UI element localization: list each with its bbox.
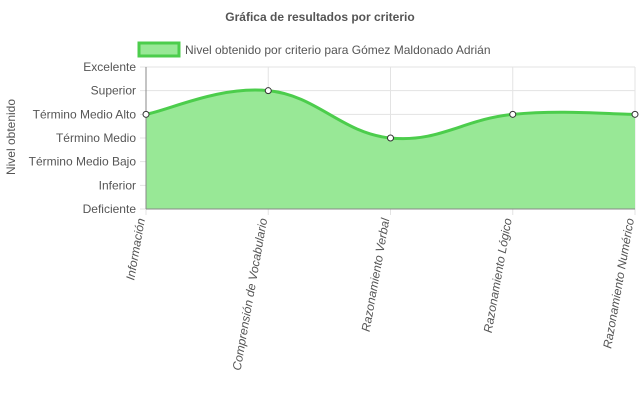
data-point[interactable] xyxy=(631,110,639,118)
y-tick-label: Excelente xyxy=(83,60,136,74)
y-tick-label: Superior xyxy=(91,84,136,98)
x-tick-labels: Información Comprensión de Vocabulario Raz… xyxy=(123,217,637,372)
y-tick-label: Inferior xyxy=(99,178,136,192)
x-tick-label: Información xyxy=(123,217,148,281)
y-tick-labels: Deficiente Inferior Término Medio Bajo Térm… xyxy=(29,60,137,216)
data-point[interactable] xyxy=(387,134,394,142)
y-tick-label: Término Medio Alto xyxy=(33,107,137,121)
chart-title: Gráfica de resultados por criterio xyxy=(225,10,414,24)
x-tick-label: Razonamiento Lógico xyxy=(481,217,515,334)
legend-label[interactable]: Nivel obtenido por criterio para Gómez M… xyxy=(185,43,491,57)
data-points xyxy=(142,87,639,142)
y-tick-label: Deficiente xyxy=(83,202,137,216)
y-tick-label: Término Medio xyxy=(56,131,136,145)
legend-swatch[interactable] xyxy=(137,41,181,58)
data-point[interactable] xyxy=(142,110,150,118)
axes xyxy=(145,67,635,210)
y-tick-label: Término Medio Bajo xyxy=(29,155,137,169)
data-point[interactable] xyxy=(509,110,517,118)
y-axis-label: Nivel obtenido xyxy=(4,99,18,175)
x-tick-label: Razonamiento Numérico xyxy=(600,217,637,350)
data-point[interactable] xyxy=(264,87,272,95)
x-tick-label: Comprensión de Vocabulario xyxy=(230,217,271,372)
series-area-fill xyxy=(146,90,635,209)
x-tick-label: Razonamiento Verbal xyxy=(359,217,393,333)
